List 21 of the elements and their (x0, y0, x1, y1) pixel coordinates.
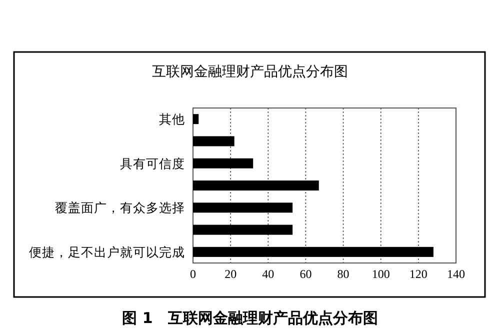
caption: 图 1 互联网金融理财产品优点分布图 (122, 309, 378, 327)
bar (193, 246, 434, 257)
x-tick-label: 80 (337, 267, 350, 281)
bar (193, 158, 254, 168)
x-tick-label: 140 (447, 267, 465, 281)
bar (193, 136, 234, 146)
bar (193, 114, 199, 124)
x-tick-label: 60 (300, 267, 312, 281)
x-tick-label: 120 (409, 267, 428, 281)
y-tick-label: 具有可信度 (120, 156, 185, 171)
x-tick-label: 0 (190, 267, 196, 281)
chart-title: 互联网金融理财产品优点分布图 (152, 64, 348, 80)
bar (193, 180, 319, 190)
y-tick-label: 覆盖面广，有众多选择 (55, 200, 185, 216)
x-tick-label: 40 (262, 267, 274, 281)
bar (193, 224, 293, 235)
y-tick-label: 便捷，足不出户就可以完成 (29, 244, 185, 260)
bar (193, 202, 293, 213)
x-tick-label: 100 (372, 267, 390, 281)
y-tick-label: 其他 (159, 112, 185, 127)
x-tick-label: 20 (224, 267, 237, 281)
